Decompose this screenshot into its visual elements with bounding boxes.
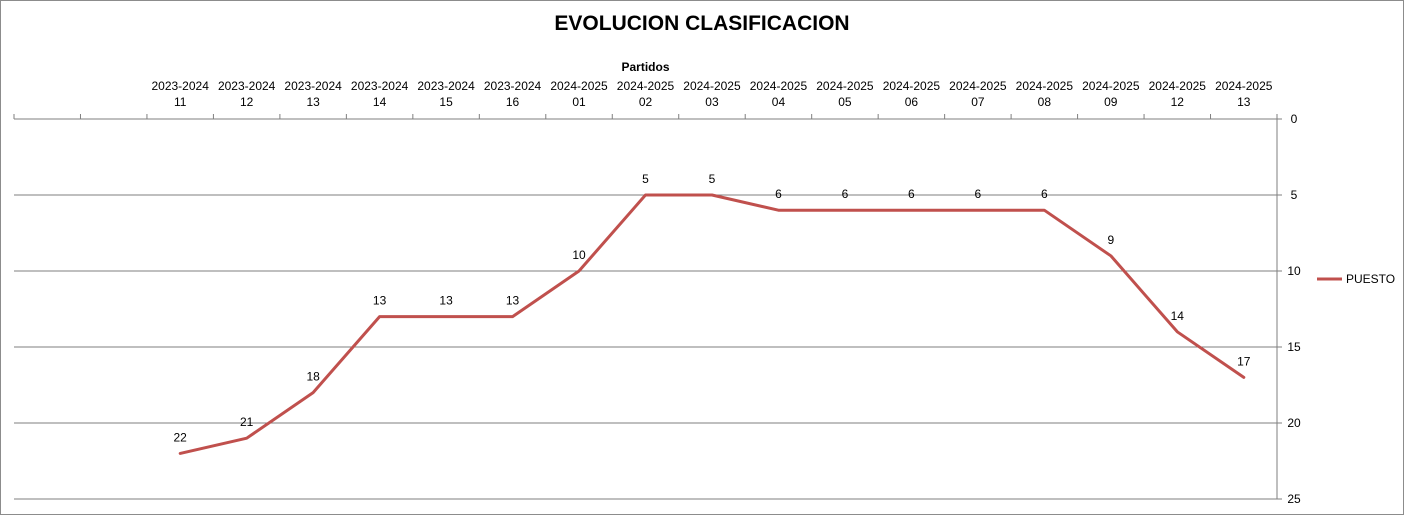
x-tick-label-match: 07: [971, 95, 985, 109]
data-label: 6: [908, 187, 915, 201]
x-tick-label-season: 2023-2024: [351, 79, 409, 93]
data-label: 14: [1171, 309, 1185, 323]
x-tick-label-season: 2024-2025: [1016, 79, 1074, 93]
data-label: 13: [373, 294, 387, 308]
x-tick-label-season: 2024-2025: [617, 79, 675, 93]
data-label: 5: [642, 172, 649, 186]
x-tick-label-match: 13: [306, 95, 320, 109]
x-tick-label-season: 2024-2025: [949, 79, 1007, 93]
x-tick-label-match: 04: [772, 95, 786, 109]
y-tick-label: 0: [1291, 112, 1298, 126]
x-tick-label-season: 2023-2024: [417, 79, 475, 93]
chart-title: EVOLUCION CLASIFICACION: [554, 12, 850, 35]
x-tick-label-match: 06: [905, 95, 919, 109]
y-tick-label: 5: [1291, 188, 1298, 202]
data-label: 5: [709, 172, 716, 186]
y-tick-label: 10: [1287, 264, 1301, 278]
x-tick-label-match: 02: [639, 95, 653, 109]
x-tick-label-season: 2023-2024: [151, 79, 209, 93]
y-tick-label: 25: [1287, 492, 1301, 506]
data-label: 17: [1237, 354, 1251, 368]
data-label: 13: [439, 294, 453, 308]
x-tick-label-season: 2024-2025: [883, 79, 941, 93]
x-axis-title: Partidos: [621, 60, 669, 74]
x-tick-label-match: 12: [1171, 95, 1185, 109]
legend-label: PUESTO: [1346, 272, 1395, 286]
x-tick-label-season: 2024-2025: [550, 79, 608, 93]
x-tick-label-season: 2024-2025: [683, 79, 741, 93]
data-label: 13: [506, 294, 520, 308]
x-tick-label-match: 13: [1237, 95, 1251, 109]
data-label: 6: [842, 187, 849, 201]
x-tick-label-match: 14: [373, 95, 387, 109]
x-tick-label-match: 03: [705, 95, 719, 109]
data-label: 18: [306, 370, 320, 384]
x-tick-label-match: 15: [439, 95, 453, 109]
data-label: 21: [240, 415, 254, 429]
x-tick-label-match: 11: [174, 95, 187, 109]
y-tick-label: 15: [1287, 340, 1301, 354]
series-line: [178, 193, 1246, 455]
x-tick-label-season: 2024-2025: [1082, 79, 1140, 93]
x-tick-label-match: 05: [838, 95, 852, 109]
x-tick-label-season: 2023-2024: [218, 79, 276, 93]
x-tick-label-season: 2023-2024: [284, 79, 342, 93]
x-tick-label-match: 08: [1038, 95, 1052, 109]
data-label: 6: [975, 187, 982, 201]
data-label: 22: [174, 430, 188, 444]
x-tick-label-match: 01: [572, 95, 586, 109]
data-label: 9: [1107, 233, 1114, 247]
x-tick-label-season: 2024-2025: [816, 79, 874, 93]
x-tick-label-season: 2023-2024: [484, 79, 542, 93]
x-tick-label-season: 2024-2025: [750, 79, 808, 93]
x-tick-label-match: 09: [1104, 95, 1118, 109]
y-tick-label: 20: [1287, 416, 1301, 430]
data-label: 10: [572, 248, 586, 262]
data-label: 6: [1041, 187, 1048, 201]
x-tick-label-match: 12: [240, 95, 254, 109]
x-tick-label-season: 2024-2025: [1149, 79, 1207, 93]
x-tick-label-season: 2024-2025: [1215, 79, 1273, 93]
x-tick-label-match: 16: [506, 95, 520, 109]
data-label: 6: [775, 187, 782, 201]
